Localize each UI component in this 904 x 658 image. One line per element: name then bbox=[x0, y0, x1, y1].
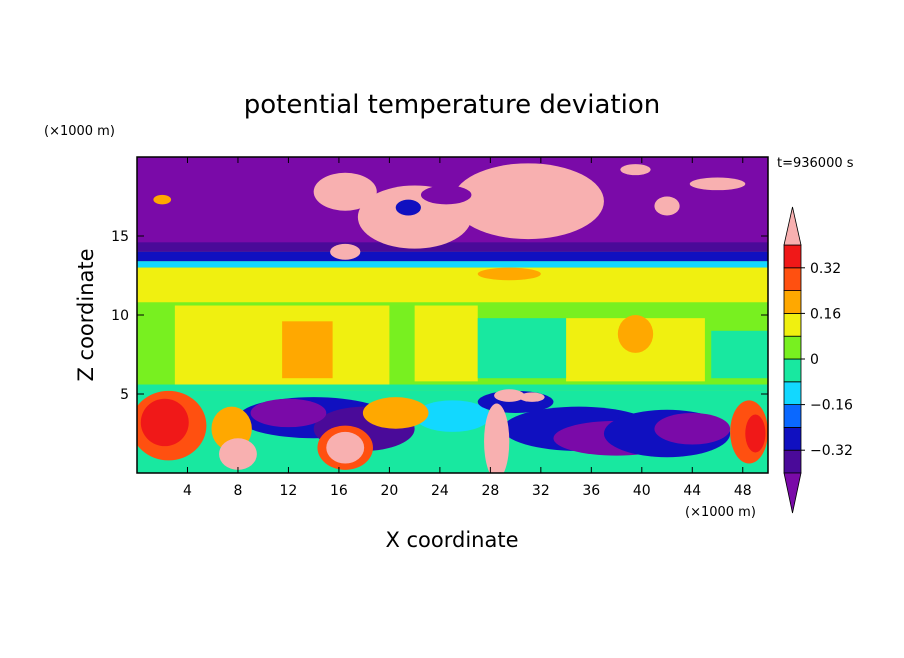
field-cold-eddy bbox=[250, 398, 327, 428]
colorbar-band bbox=[783, 404, 802, 428]
chart-title: potential temperature deviation bbox=[244, 90, 660, 120]
field-warm-eddy bbox=[140, 398, 189, 447]
colorbar-band bbox=[783, 312, 802, 337]
y-axis-label: Z coordinate bbox=[74, 248, 98, 381]
x-tick-label: 16 bbox=[330, 483, 348, 499]
y-tick-label: 15 bbox=[111, 229, 129, 245]
field-cold-pocket bbox=[395, 199, 421, 216]
field-warm-eddy bbox=[326, 431, 365, 464]
x-tick-label: 36 bbox=[582, 483, 600, 499]
field-warm-anomaly bbox=[330, 243, 361, 260]
x-tick-label: 40 bbox=[633, 483, 651, 499]
y-axis-unit: (×1000 m) bbox=[44, 124, 115, 139]
field-cold-eddy bbox=[654, 412, 731, 445]
x-axis-unit: (×1000 m) bbox=[685, 505, 756, 520]
field-warm-eddy bbox=[484, 403, 510, 473]
colorbar-tick-label: 0.32 bbox=[810, 261, 841, 277]
x-tick-label: 48 bbox=[734, 483, 752, 499]
field-cold-eddy bbox=[414, 400, 491, 432]
colorbar-tick-label: −0.16 bbox=[810, 398, 853, 414]
field-warm-eddy bbox=[494, 389, 525, 402]
x-axis-label: X coordinate bbox=[385, 528, 518, 552]
x-tick-label: 28 bbox=[481, 483, 499, 499]
field-band bbox=[137, 267, 768, 303]
field-warm-anomaly bbox=[689, 177, 746, 191]
field-warm-anomaly bbox=[620, 164, 651, 176]
colorbar-max-arrow bbox=[783, 206, 802, 246]
field-warm-anomaly bbox=[654, 196, 680, 216]
colorbar: 0.32 0.16 0 −0.16 −0.32 bbox=[783, 206, 853, 514]
field-band bbox=[137, 261, 768, 268]
field-warm-anomaly bbox=[313, 172, 377, 211]
field-warm-eddy bbox=[219, 438, 257, 470]
field-warm-eddy bbox=[745, 414, 766, 453]
field-band bbox=[414, 305, 478, 382]
x-tick-label: 20 bbox=[380, 483, 398, 499]
plot-area bbox=[137, 157, 768, 473]
field-band bbox=[137, 251, 768, 262]
y-axis-ticks: 5 10 15 bbox=[111, 229, 768, 403]
colorbar-band bbox=[783, 267, 802, 291]
colorbar-band bbox=[783, 335, 802, 360]
field-patch bbox=[617, 315, 654, 353]
x-tick-label: 44 bbox=[683, 483, 701, 499]
colorbar-band bbox=[783, 426, 802, 451]
colorbar-band bbox=[783, 358, 802, 383]
colorbar-min-arrow bbox=[783, 472, 802, 514]
field-warm-eddy bbox=[362, 397, 429, 429]
field-patch bbox=[282, 321, 333, 379]
x-tick-label: 32 bbox=[532, 483, 550, 499]
field-band bbox=[137, 242, 768, 252]
colorbar-tick-label: −0.32 bbox=[810, 443, 853, 459]
colorbar-tick-label: 0 bbox=[810, 352, 819, 368]
y-tick-label: 5 bbox=[120, 387, 129, 403]
field-warm-eddy bbox=[519, 392, 545, 402]
colorbar-band bbox=[783, 290, 802, 314]
colorbar-band bbox=[783, 449, 802, 474]
colorbar-band bbox=[783, 244, 802, 269]
y-tick-label: 10 bbox=[111, 308, 129, 324]
field-cold-pocket bbox=[420, 185, 472, 205]
colorbar-tick-label: 0.16 bbox=[810, 306, 841, 322]
x-tick-label: 24 bbox=[431, 483, 449, 499]
field-band bbox=[137, 384, 768, 391]
field-patch bbox=[477, 318, 567, 379]
x-tick-label: 4 bbox=[183, 483, 192, 499]
field-patch bbox=[477, 267, 541, 281]
colorbar-band bbox=[783, 381, 802, 405]
x-axis-ticks: 4 8 12 16 20 24 28 32 36 40 44 48 bbox=[183, 157, 752, 499]
x-tick-label: 12 bbox=[280, 483, 298, 499]
field-patch bbox=[711, 330, 768, 379]
field-patch bbox=[153, 194, 172, 205]
field-warm-anomaly bbox=[452, 163, 604, 240]
x-tick-label: 8 bbox=[233, 483, 242, 499]
time-label: t=936000 s bbox=[777, 156, 854, 171]
